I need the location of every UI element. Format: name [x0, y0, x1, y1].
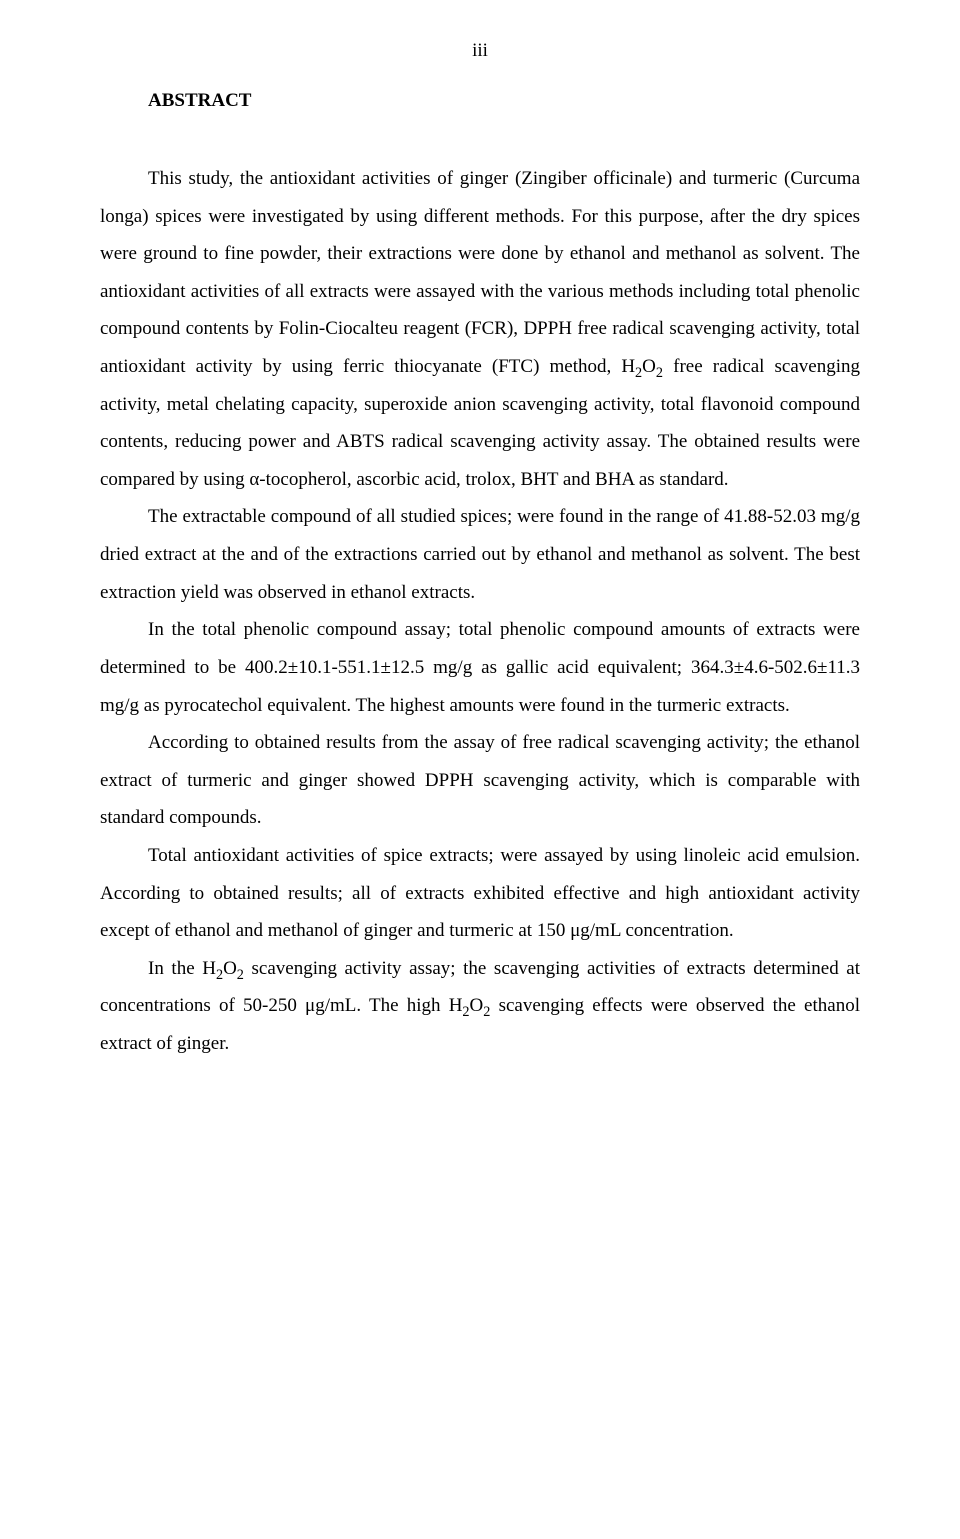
- abstract-paragraph-1: This study, the antioxidant activities o…: [100, 160, 860, 498]
- abstract-paragraph-6: In the H2O2 scavenging activity assay; t…: [100, 950, 860, 1063]
- abstract-paragraph-3: In the total phenolic compound assay; to…: [100, 611, 860, 724]
- abstract-paragraph-4: According to obtained results from the a…: [100, 724, 860, 837]
- abstract-heading: ABSTRACT: [100, 90, 860, 112]
- page-number: iii: [100, 40, 860, 62]
- abstract-paragraph-5: Total antioxidant activities of spice ex…: [100, 837, 860, 950]
- abstract-paragraph-2: The extractable compound of all studied …: [100, 498, 860, 611]
